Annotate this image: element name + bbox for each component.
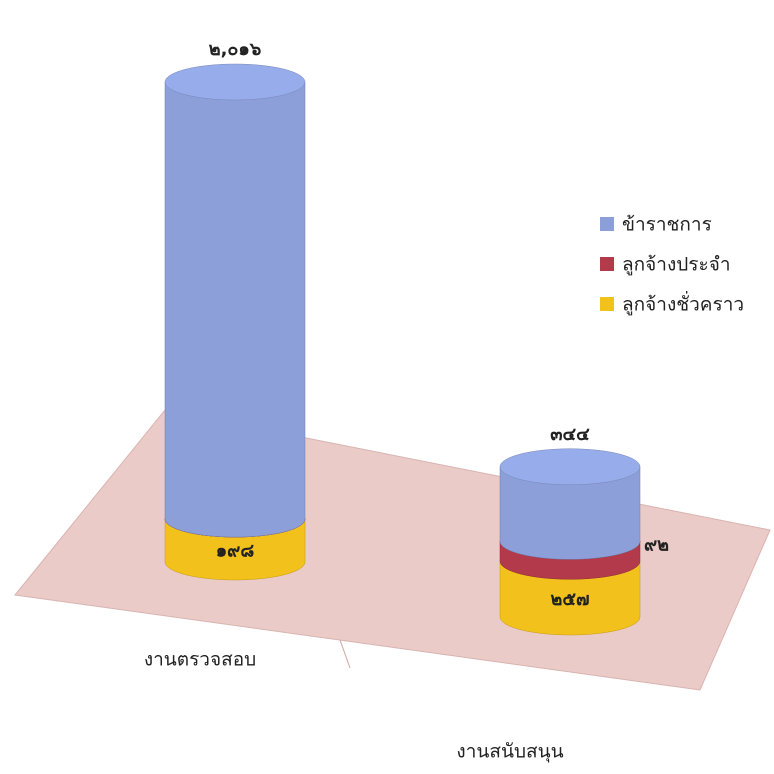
category-label: งานตรวจสอบ [144,649,256,671]
legend-swatch [600,297,614,311]
data-label: ๑๙๘ [216,540,255,561]
cylinder-segment [499,466,641,560]
cylinder-cap [499,448,641,486]
data-label: ๒๕๗ [550,589,589,610]
legend-swatch [600,257,614,271]
cylinder-segment [164,81,306,538]
cylinder-cap [164,63,306,101]
category-label: งานสนับสนุน [456,741,563,764]
legend-label: ลูกจ้างชั่วคราว [622,291,744,316]
floor-divider [339,639,351,669]
data-label: ๒,๐๑๖ [209,39,262,60]
data-label: ๙๒ [644,534,669,555]
legend-swatch [600,217,614,231]
legend-label: ลูกจ้างประจำ [622,254,731,276]
legend-label: ข้าราชการ [622,214,712,236]
data-label: ๓๔๔ [550,424,590,445]
cylinder-segment [499,561,641,636]
